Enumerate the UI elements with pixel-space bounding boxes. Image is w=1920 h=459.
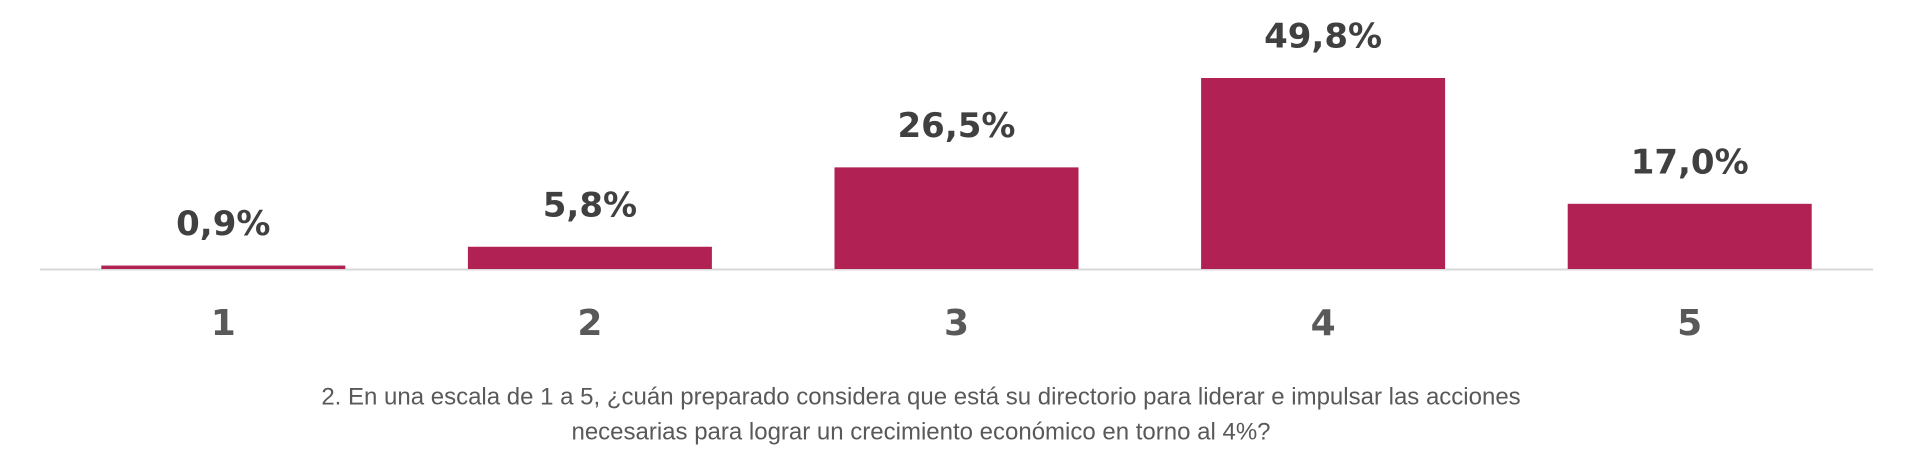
x-tick-label: 4 [1311, 303, 1336, 344]
value-label: 49,8% [1264, 17, 1382, 57]
x-tick-label: 2 [577, 303, 602, 344]
value-label: 5,8% [543, 185, 637, 225]
bar [101, 265, 346, 269]
bar [467, 246, 712, 269]
value-label: 0,9% [176, 204, 270, 244]
bar [1201, 78, 1446, 269]
x-tick-label: 5 [1677, 303, 1702, 344]
bar [1567, 203, 1812, 269]
value-label: 26,5% [898, 106, 1016, 146]
caption-line: 2. En una escala de 1 a 5, ¿cuán prepara… [321, 383, 1520, 410]
x-tick-label: 3 [944, 303, 969, 344]
caption-line: necesarias para lograr un crecimiento ec… [571, 418, 1270, 445]
value-label: 17,0% [1631, 142, 1749, 182]
bar [834, 167, 1079, 269]
x-tick-label: 1 [211, 303, 236, 344]
